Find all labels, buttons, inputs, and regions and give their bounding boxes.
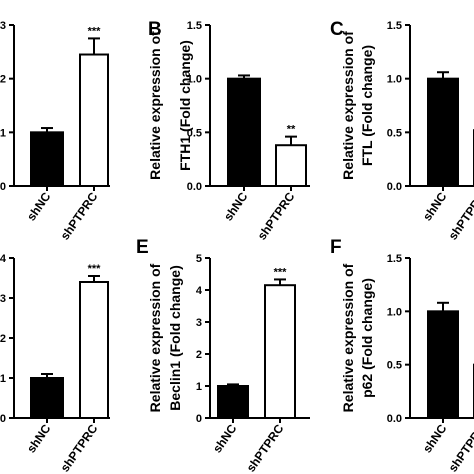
y-tick-label-e: 5 xyxy=(196,253,202,265)
significance-marker-d: *** xyxy=(88,263,102,275)
y-axis-label-e: Relative expression of xyxy=(147,263,163,412)
y-tick-label-d: 2 xyxy=(0,333,6,345)
y-tick-label-f: 0.5 xyxy=(387,360,402,372)
significance-marker-e: *** xyxy=(274,266,288,278)
y-tick-label-e: 2 xyxy=(196,349,202,361)
y-axis-label-b: Relative expression of xyxy=(147,31,163,180)
bar-b-shptprc xyxy=(275,144,307,187)
y-tick-label-b: 0.0 xyxy=(187,181,202,193)
x-tick-label-e: shPTPRC xyxy=(244,421,287,474)
bar-e-shnc xyxy=(217,385,249,419)
y-tick-label-a: 2 xyxy=(0,74,6,86)
y-axis-label-line2-f: p62 (Fold change) xyxy=(359,278,375,398)
panel-letter-f: F xyxy=(330,237,342,258)
y-axis-label-line2-b: FTH1 (Fold change) xyxy=(177,40,193,171)
bar-d-shptprc xyxy=(79,281,109,419)
x-tick-label-b: shPTPRC xyxy=(255,189,298,242)
bar-d-shnc xyxy=(30,377,64,419)
y-tick-label-f: 1.5 xyxy=(387,253,402,265)
x-tick-label-b: shNC xyxy=(221,189,251,223)
y-axis-label-f: Relative expression of xyxy=(340,263,356,412)
x-tick-label-d: shNC xyxy=(24,421,54,455)
y-tick-label-d: 1 xyxy=(0,373,6,385)
significance-marker-a: *** xyxy=(88,25,102,37)
y-axis-label-line2-e: Beclin1 (Fold change) xyxy=(167,265,183,410)
y-tick-label-c: 1.5 xyxy=(387,20,402,32)
y-tick-label-f: 1.0 xyxy=(387,306,402,318)
y-tick-label-e: 1 xyxy=(196,381,202,393)
y-tick-label-e: 4 xyxy=(196,285,203,297)
y-tick-label-c: 0.5 xyxy=(387,127,402,139)
x-tick-label-a: shNC xyxy=(24,189,54,223)
x-tick-label-f: shNC xyxy=(420,421,450,455)
panel-letter-e: E xyxy=(136,237,149,258)
bar-f-shnc xyxy=(427,310,459,420)
y-axis-label-line2-c: FTL (Fold change) xyxy=(359,45,375,166)
y-tick-label-d: 0 xyxy=(0,413,6,425)
bar-a-shnc xyxy=(30,131,64,187)
y-tick-label-d: 3 xyxy=(0,293,6,305)
y-tick-label-b: 1.5 xyxy=(187,20,202,32)
panel-letter-c: C xyxy=(330,19,344,40)
x-tick-label-f: shPTPRC xyxy=(446,421,474,474)
y-axis-label-c: Relative expression of xyxy=(340,31,356,180)
bar-c-shnc xyxy=(427,77,459,187)
bar-b-shnc xyxy=(227,77,261,187)
bar-e-shptprc xyxy=(264,284,296,420)
y-tick-label-a: 0 xyxy=(0,181,6,193)
y-tick-label-e: 3 xyxy=(196,317,202,329)
x-tick-label-d: shPTPRC xyxy=(58,421,101,474)
y-tick-label-c: 0.0 xyxy=(387,181,402,193)
y-tick-label-a: 3 xyxy=(0,20,6,32)
bar-a-shptprc xyxy=(79,53,109,188)
y-tick-label-b: 1.0 xyxy=(187,74,202,86)
y-tick-label-a: 1 xyxy=(0,127,6,139)
y-tick-label-c: 1.0 xyxy=(387,74,402,86)
x-tick-label-a: shPTPRC xyxy=(58,189,101,242)
x-tick-label-e: shNC xyxy=(210,421,240,455)
y-tick-label-e: 0 xyxy=(196,413,202,425)
x-tick-label-c: shNC xyxy=(420,189,450,223)
y-tick-label-d: 4 xyxy=(0,253,7,265)
x-tick-label-c: shPTPRC xyxy=(446,189,474,242)
y-tick-label-b: 0.5 xyxy=(187,127,202,139)
panel-letter-b: B xyxy=(148,19,162,40)
significance-marker-b: ** xyxy=(287,124,296,136)
y-tick-label-f: 0.0 xyxy=(387,413,402,425)
